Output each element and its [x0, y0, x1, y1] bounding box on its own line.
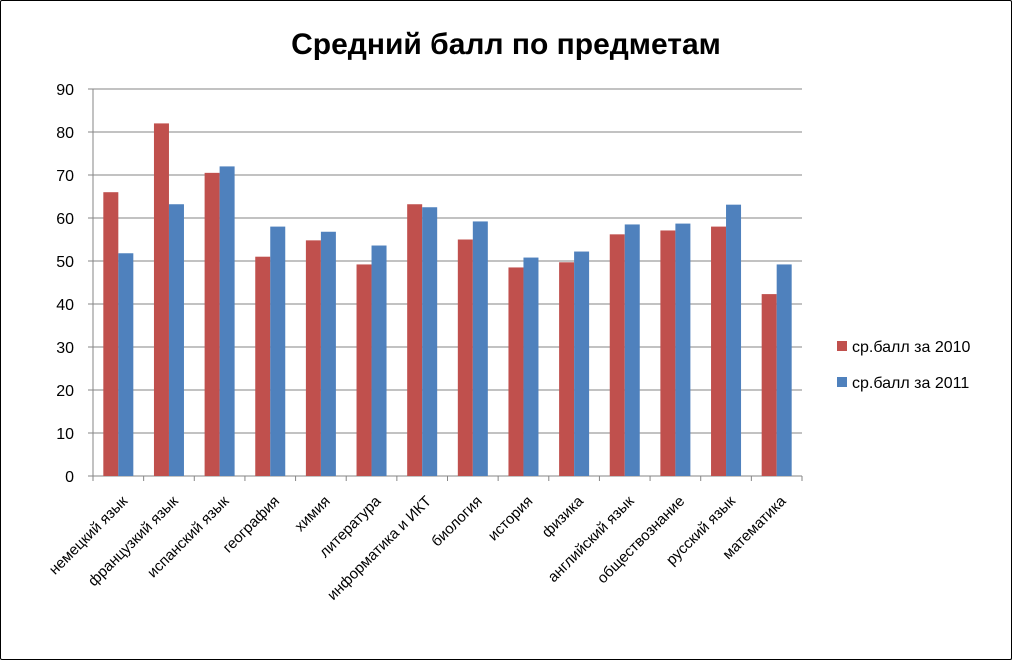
bar-series-2: [118, 253, 134, 476]
bar-series-1: [204, 172, 220, 476]
bar-series-2: [270, 226, 286, 476]
y-tick-label: 30: [56, 340, 74, 357]
bar-series-1: [761, 294, 777, 476]
bar-series-2: [523, 257, 539, 476]
x-category-label: французкий язык: [85, 493, 182, 590]
x-category-label: обществознание: [594, 493, 688, 587]
bar-series-2: [168, 204, 184, 477]
y-tick-label: 50: [56, 254, 74, 271]
bar-series-1: [103, 192, 119, 476]
legend-swatch-2: [837, 377, 847, 387]
axes: [88, 88, 803, 481]
bar-series-2: [776, 264, 792, 476]
legend: ср.балл за 2010 ср.балл за 2011: [837, 339, 971, 392]
legend-label-1: ср.балл за 2010: [852, 339, 971, 356]
x-category-label: английский язык: [545, 492, 638, 585]
bar-series-2: [624, 224, 640, 476]
bar-series-1: [153, 123, 169, 477]
x-category-label: химия: [292, 493, 334, 535]
y-tick-label: 10: [56, 426, 74, 443]
bar-series-2: [371, 245, 387, 476]
y-tick-label: 20: [56, 383, 74, 400]
y-tick-label: 0: [65, 469, 74, 486]
bar-series-2: [726, 204, 742, 477]
bar-series-1: [508, 267, 524, 476]
y-tick-label: 70: [56, 168, 74, 185]
bar-series-2: [219, 166, 235, 476]
legend-swatch-1: [837, 341, 847, 351]
gridlines: [93, 88, 802, 434]
y-tick-label: 40: [56, 297, 74, 314]
bar-series-1: [711, 226, 727, 476]
chart-title: Средний балл по предметам: [291, 28, 721, 61]
bar-series-2: [422, 207, 438, 476]
bar-series-2: [472, 221, 488, 476]
x-category-label: биология: [428, 493, 485, 550]
bars: [103, 123, 792, 477]
x-category-label: история: [485, 493, 536, 544]
y-tick-label: 80: [56, 125, 74, 142]
bar-series-2: [320, 231, 336, 476]
bar-series-1: [356, 264, 372, 476]
bar-series-1: [305, 240, 321, 476]
bar-series-1: [255, 256, 271, 476]
bar-series-1: [457, 239, 473, 476]
bar-series-1: [559, 262, 575, 476]
bar-series-2: [574, 251, 590, 476]
bar-series-1: [609, 234, 625, 476]
y-tick-label: 90: [56, 82, 74, 99]
y-tick-label: 60: [56, 211, 74, 228]
x-category-label: физика: [539, 492, 588, 541]
bar-series-2: [675, 223, 691, 476]
legend-label-2: ср.балл за 2011: [852, 375, 969, 392]
bar-series-1: [407, 204, 423, 477]
bar-series-1: [660, 230, 676, 476]
